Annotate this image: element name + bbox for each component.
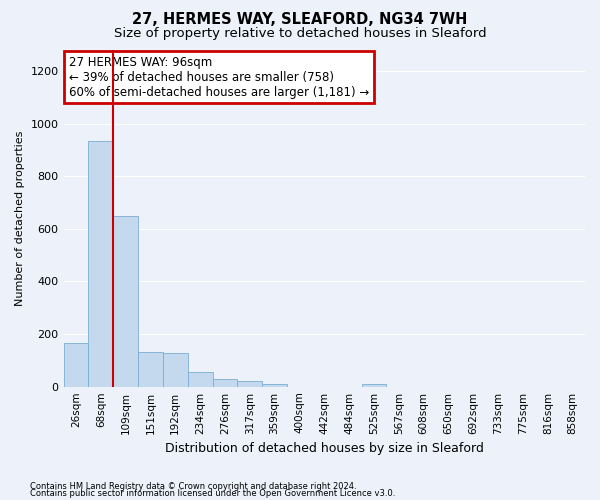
Bar bbox=[113, 216, 138, 386]
Text: Contains HM Land Registry data © Crown copyright and database right 2024.: Contains HM Land Registry data © Crown c… bbox=[30, 482, 356, 491]
Bar bbox=[188, 372, 212, 386]
Y-axis label: Number of detached properties: Number of detached properties bbox=[15, 130, 25, 306]
Text: 27 HERMES WAY: 96sqm
← 39% of detached houses are smaller (758)
60% of semi-deta: 27 HERMES WAY: 96sqm ← 39% of detached h… bbox=[69, 56, 370, 98]
Text: Size of property relative to detached houses in Sleaford: Size of property relative to detached ho… bbox=[113, 28, 487, 40]
Bar bbox=[138, 352, 163, 386]
Bar bbox=[238, 382, 262, 386]
Bar bbox=[64, 344, 88, 386]
Bar bbox=[262, 384, 287, 386]
Bar bbox=[163, 353, 188, 386]
Bar bbox=[362, 384, 386, 386]
Text: Contains public sector information licensed under the Open Government Licence v3: Contains public sector information licen… bbox=[30, 490, 395, 498]
Bar bbox=[88, 140, 113, 386]
Bar bbox=[212, 379, 238, 386]
X-axis label: Distribution of detached houses by size in Sleaford: Distribution of detached houses by size … bbox=[165, 442, 484, 455]
Text: 27, HERMES WAY, SLEAFORD, NG34 7WH: 27, HERMES WAY, SLEAFORD, NG34 7WH bbox=[133, 12, 467, 28]
